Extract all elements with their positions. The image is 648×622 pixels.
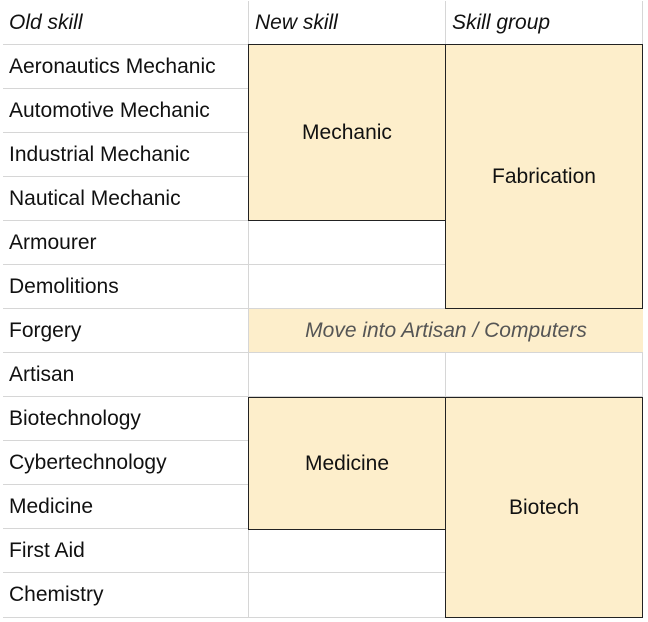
old-skill-cell: Artisan [3,353,249,397]
skill-group-biotech: Biotech [445,397,643,618]
empty-cell [249,265,446,309]
skill-group-fabrication: Fabrication [445,44,643,309]
new-skill-mechanic: Mechanic [248,44,446,221]
old-skill-cell: Armourer [3,221,249,265]
old-skill-cell: Demolitions [3,265,249,309]
old-skill-cell: Cybertechnology [3,441,249,485]
old-skill-cell: Forgery [3,309,249,353]
old-skill-cell: Industrial Mechanic [3,133,249,177]
skill-mapping-table: Old skill New skill Skill group Aeronaut… [3,1,643,618]
old-skill-cell: Aeronautics Mechanic [3,45,249,89]
old-skill-cell: First Aid [3,529,249,573]
note-move-into-artisan: Move into Artisan / Computers [249,309,643,353]
old-skill-cell: Medicine [3,485,249,529]
old-skill-cell: Chemistry [3,573,249,618]
empty-cell [249,573,446,618]
empty-cell [446,353,643,397]
new-skill-medicine: Medicine [248,397,446,530]
empty-cell [249,221,446,265]
header-skill-group: Skill group [446,1,643,45]
old-skill-cell: Biotechnology [3,397,249,441]
header-old-skill: Old skill [3,1,249,45]
empty-cell [249,353,446,397]
old-skill-cell: Nautical Mechanic [3,177,249,221]
old-skill-cell: Automotive Mechanic [3,89,249,133]
empty-cell [249,529,446,573]
header-new-skill: New skill [249,1,446,45]
